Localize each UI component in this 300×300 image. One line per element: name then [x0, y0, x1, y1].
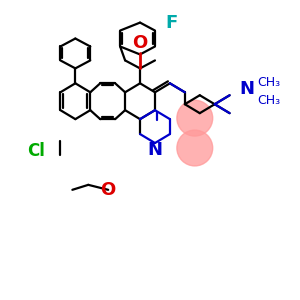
Text: Cl: Cl	[28, 142, 46, 160]
Text: N: N	[240, 80, 255, 98]
Text: O: O	[132, 34, 148, 52]
Circle shape	[177, 100, 213, 136]
Text: CH₃: CH₃	[257, 76, 280, 89]
Text: O: O	[100, 181, 116, 199]
Text: N: N	[148, 141, 163, 159]
Text: F: F	[165, 14, 177, 32]
Circle shape	[177, 130, 213, 166]
Text: CH₃: CH₃	[257, 94, 280, 107]
